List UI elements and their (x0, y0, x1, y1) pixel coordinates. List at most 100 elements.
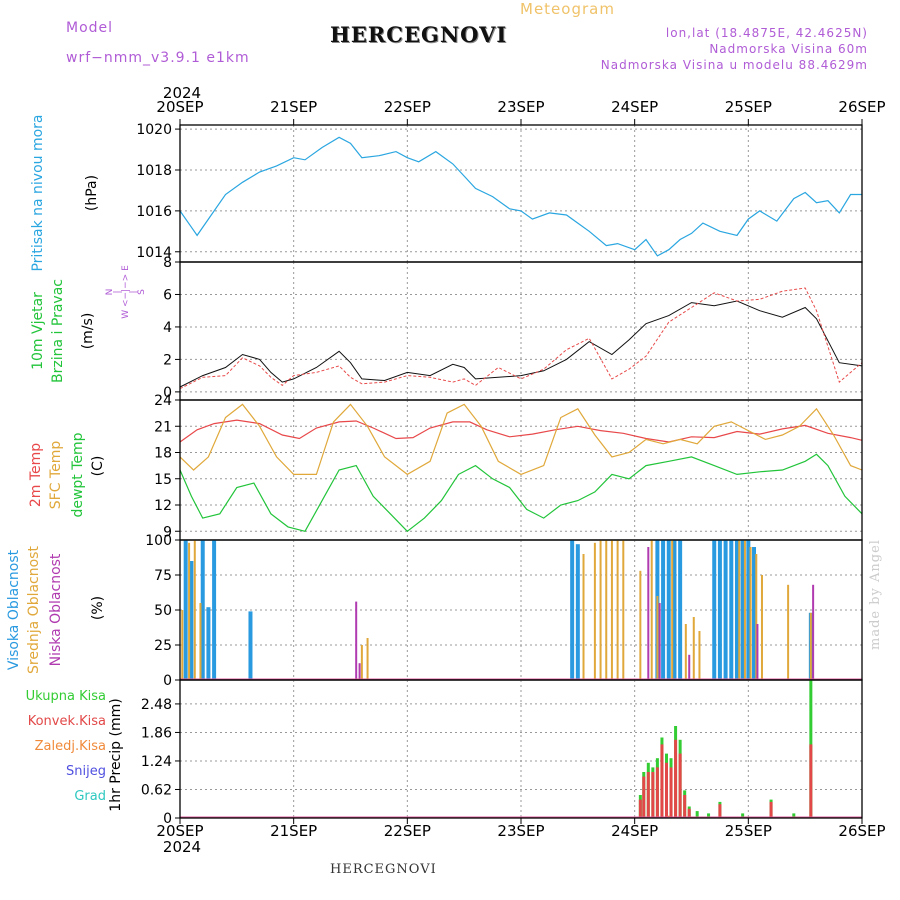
axis-label-temp-dew: dewpt Temp (70, 432, 86, 517)
bar-konvek-kisa (809, 744, 813, 818)
y-tick-label: 1.86 (141, 725, 172, 741)
model-label: Model (66, 20, 114, 36)
bar-konvek-kisa (669, 767, 673, 818)
panel-temperature (175, 399, 863, 541)
axis-unit-wind: (m/s) (80, 313, 96, 350)
y-tick-label: 4 (163, 320, 172, 336)
date-tick-top: 21SEP (270, 98, 317, 116)
y-tick-label: 1018 (136, 163, 172, 179)
axis-label-low-cloud: Niska Oblacnost (48, 553, 64, 666)
bar-visoka-oblacnost (575, 544, 580, 680)
model-altitude-label: Nadmorska Visina u modelu 88.4629m (600, 58, 868, 72)
compass-label: S (137, 289, 147, 295)
bar-srednja-oblacnost (743, 540, 746, 680)
bar-visoka-oblacnost (206, 607, 211, 680)
y-tick-label: 0 (163, 385, 172, 401)
bar-srednja-oblacnost (610, 540, 613, 680)
year-label-top: 2024 (163, 84, 201, 102)
y-tick-label: 1016 (136, 204, 172, 220)
date-tick-top: 20SEP (156, 98, 203, 116)
date-tick-top: 23SEP (497, 98, 544, 116)
y-tick-label: 1.24 (141, 754, 172, 770)
panel-pressure (175, 124, 863, 263)
compass-label: W <−|−> E (121, 265, 131, 319)
bar-konvek-kisa (664, 762, 668, 818)
y-tick-label: 75 (154, 568, 172, 584)
bar-visoka-oblacnost (712, 540, 717, 680)
bar-visoka-oblacnost (723, 540, 728, 680)
bar-ukupna-kisa (707, 813, 711, 818)
legend-entry: Snijeg (66, 764, 106, 779)
bar-visoka-oblacnost (248, 611, 253, 680)
bar-visoka-oblacnost (672, 540, 677, 680)
footer-title: HERCEGNOVI (330, 862, 437, 877)
date-tick-bottom: 24SEP (611, 822, 658, 840)
bar-niska-oblacnost (756, 624, 759, 680)
legend-entry: Zaledj.Kisa (35, 739, 106, 754)
series-line-pressure (179, 136, 862, 257)
y-tick-label: 1020 (136, 122, 172, 138)
y-tick-label: 50 (154, 603, 172, 619)
bar-niska-oblacnost (355, 601, 358, 680)
bar-srednja-oblacnost (605, 540, 608, 680)
bar-konvek-kisa (638, 799, 642, 818)
axis-label-temp-2m: 2m Temp (28, 443, 44, 507)
bar-visoka-oblacnost (729, 540, 734, 680)
axis-label-wind: 10m Vjetar (30, 292, 46, 370)
bar-konvek-kisa (651, 772, 655, 818)
date-tick-bottom: 22SEP (384, 822, 431, 840)
bar-visoka-oblacnost (212, 540, 217, 680)
date-tick-bottom: 21SEP (270, 822, 317, 840)
bar-konvek-kisa (655, 767, 659, 818)
bar-srednja-oblacnost (787, 584, 790, 680)
bar-konvek-kisa (769, 801, 773, 818)
bar-ukupna-kisa (792, 813, 796, 818)
meteogram-label: Meteogram (520, 0, 615, 18)
y-tick-label: 0 (163, 673, 172, 689)
year-label-bottom: 2024 (163, 838, 201, 856)
bar-srednja-oblacnost (760, 575, 763, 680)
bar-visoka-oblacnost (200, 540, 205, 680)
axis-unit-temp: (C) (90, 456, 106, 477)
axis-label-mid-cloud: Srednja Oblacnost (26, 546, 42, 674)
axis-label-high-cloud: Visoka Oblacnost (6, 549, 22, 670)
y-tick-label: 1014 (136, 245, 172, 261)
axis-unit-cloud: (%) (90, 596, 106, 620)
bar-srednja-oblacnost (616, 540, 619, 680)
bar-srednja-oblacnost (755, 554, 758, 680)
altitude-label: Nadmorska Visina 60m (709, 42, 868, 56)
axis-label-precip: 1hr Precip (mm) (108, 698, 124, 811)
date-tick-bottom: 25SEP (725, 822, 772, 840)
series-line-2m-temp (179, 419, 863, 443)
bar-ukupna-kisa (741, 813, 745, 818)
bar-visoka-oblacnost (189, 561, 194, 680)
bar-niska-oblacnost (688, 654, 691, 680)
date-tick-bottom: 26SEP (838, 822, 885, 840)
bar-niska-oblacnost (812, 584, 815, 680)
date-tick-top: 26SEP (838, 98, 885, 116)
legend-entry: Grad (74, 789, 106, 804)
page-title: HERCEGNOVI (330, 22, 508, 47)
y-tick-label: 6 (163, 287, 172, 303)
series-line-gust (179, 287, 863, 390)
axis-label-wind-2: Brzina i Pravac (50, 279, 66, 383)
bar-srednja-oblacnost (360, 645, 363, 680)
location-lonlat: lon,lat (18.4875E, 42.4625N) (665, 26, 868, 40)
bar-konvek-kisa (718, 804, 722, 818)
bar-visoka-oblacnost (752, 547, 757, 680)
y-tick-label: 25 (154, 638, 172, 654)
bar-srednja-oblacnost (809, 612, 812, 680)
bar-srednja-oblacnost (650, 540, 653, 680)
bar-visoka-oblacnost (183, 540, 188, 680)
bar-srednja-oblacnost (199, 603, 202, 680)
y-tick-label: 100 (145, 533, 172, 549)
bar-visoka-oblacnost (717, 540, 722, 680)
bar-srednja-oblacnost (698, 631, 701, 680)
date-tick-bottom: 20SEP (156, 822, 203, 840)
series-line-speed (179, 300, 863, 388)
bar-srednja-oblacnost (582, 554, 585, 680)
compass-label: N (105, 289, 115, 296)
bar-niska-oblacnost (647, 547, 650, 680)
bar-niska-oblacnost (358, 663, 361, 680)
date-tick-top: 25SEP (725, 98, 772, 116)
